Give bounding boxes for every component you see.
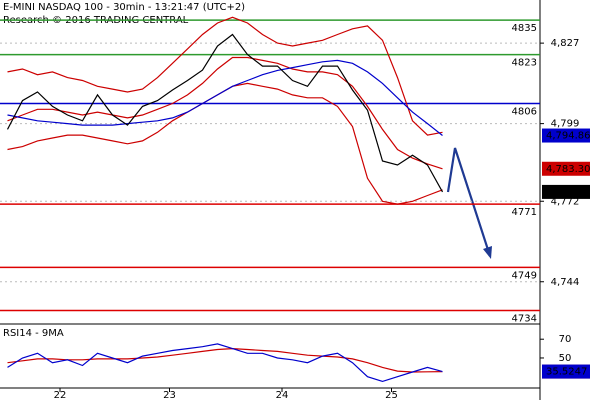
- last-value-label: 4,783.30: [546, 164, 590, 175]
- level-label: 4771: [512, 207, 537, 218]
- y-tick-label: 4,744: [551, 277, 580, 288]
- chart-title: E-MINI NASDAQ 100 - 30min - 13:21:47 (UT…: [3, 2, 245, 13]
- level-label: 4806: [512, 107, 537, 118]
- y-tick-label: 50: [559, 353, 572, 364]
- arrow-head: [483, 246, 492, 259]
- last-value-box: [542, 364, 590, 379]
- series-line: [7, 347, 443, 373]
- level-label: 4823: [512, 58, 537, 69]
- x-tick-label: 23: [163, 390, 176, 400]
- x-tick-label: 24: [276, 390, 289, 400]
- level-label: 4749: [512, 270, 537, 281]
- last-value-label: 35.5247: [546, 367, 587, 378]
- y-tick-label: 70: [559, 334, 572, 345]
- level-label: 4734: [512, 314, 537, 325]
- series-line: [7, 56, 443, 170]
- rsi-title: RSI14 - 9MA: [3, 328, 64, 339]
- last-value-box: [542, 161, 590, 176]
- level-label: 4835: [512, 23, 537, 34]
- last-value-label: 4,775.25: [546, 187, 590, 198]
- series-line: [7, 16, 443, 136]
- series-line: [6, 33, 444, 193]
- x-tick-label: 22: [54, 390, 67, 400]
- series-line: [7, 59, 443, 136]
- y-tick-label: 4,772: [551, 196, 580, 207]
- y-tick-label: 4,827: [551, 38, 580, 49]
- last-value-label: 4,794.86: [546, 131, 590, 142]
- last-value-box: [542, 128, 590, 143]
- last-value-box: [542, 184, 590, 199]
- y-tick-label: 4,799: [551, 119, 580, 130]
- forecast-arrow: [446, 147, 492, 257]
- series-line: [7, 343, 443, 383]
- x-tick-label: 25: [385, 390, 398, 400]
